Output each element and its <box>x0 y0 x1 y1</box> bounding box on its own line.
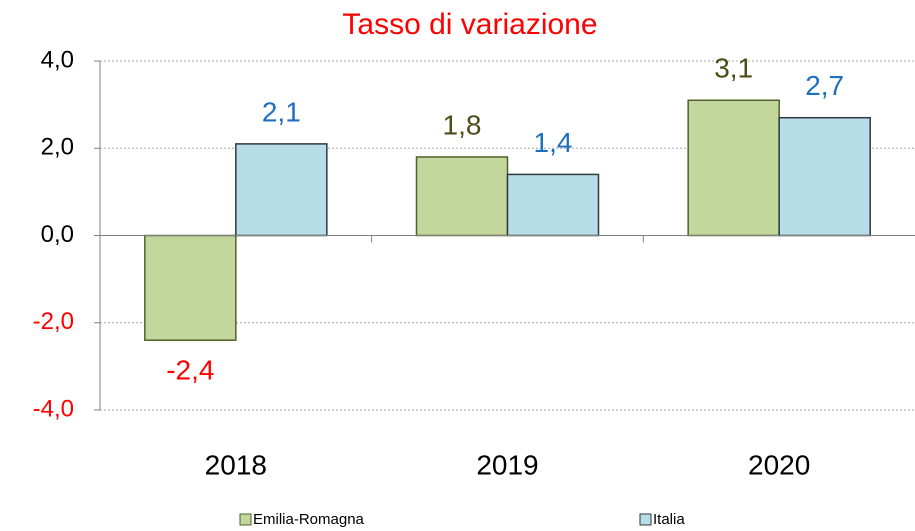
bar <box>506 173 600 237</box>
x-tick-label: 2018 <box>205 449 267 480</box>
legend-swatch <box>639 513 652 526</box>
x-tick-label: 2019 <box>476 449 538 480</box>
legend-label: Emilia-Romagna <box>253 511 365 528</box>
data-label: 1,4 <box>534 127 573 158</box>
data-label: 3,1 <box>714 53 753 84</box>
data-label: 2,1 <box>262 96 301 127</box>
data-label: 2,7 <box>805 70 844 101</box>
x-tick-label: 2020 <box>748 449 810 480</box>
bar <box>235 143 328 237</box>
data-label: -2,4 <box>166 355 214 386</box>
y-tick-label: 2,0 <box>41 134 74 161</box>
bar <box>687 99 780 237</box>
y-tick-label: -2,0 <box>33 308 74 335</box>
data-label: 1,8 <box>443 109 482 140</box>
bar <box>144 234 237 341</box>
y-tick-label: 4,0 <box>41 46 74 73</box>
y-tick-label: -4,0 <box>33 395 74 422</box>
legend-swatch <box>239 513 252 526</box>
bar <box>778 116 871 237</box>
chart-title: Tasso di variazione <box>342 8 597 41</box>
bar <box>415 156 509 237</box>
legend-label: Italia <box>653 511 685 528</box>
y-tick-label: 0,0 <box>41 221 74 248</box>
